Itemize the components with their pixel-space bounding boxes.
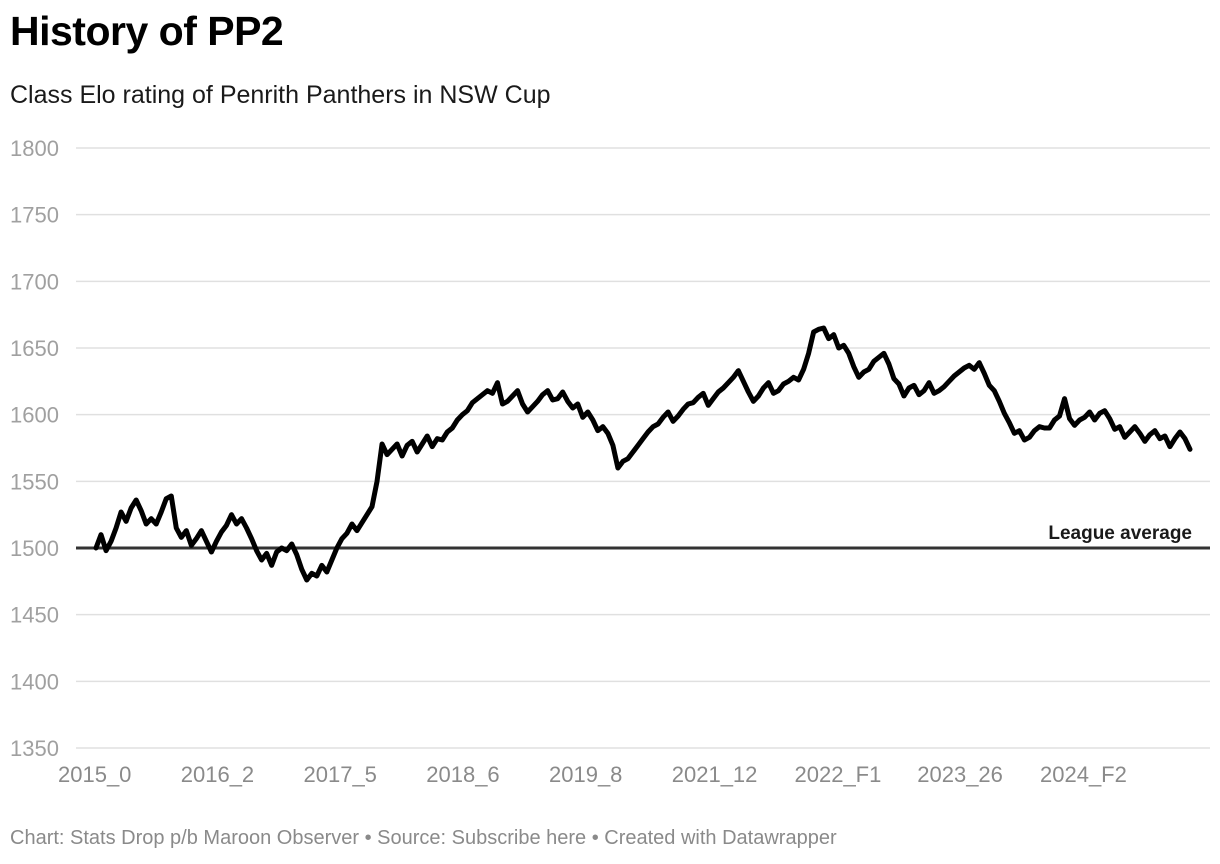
chart-title: History of PP2 [10,8,284,54]
y-tick-label-1350: 1350 [10,736,59,761]
x-tick-label-2018_6: 2018_6 [426,762,499,787]
y-tick-label-1400: 1400 [10,669,59,694]
y-tick-label-1450: 1450 [10,603,59,628]
x-tick-label-2017_5: 2017_5 [304,762,377,787]
x-tick-label-2019_8: 2019_8 [549,762,622,787]
x-tick-label-2016_2: 2016_2 [181,762,254,787]
y-tick-label-1550: 1550 [10,469,59,494]
y-tick-label-1700: 1700 [10,269,59,294]
chart-subtitle: Class Elo rating of Penrith Panthers in … [10,81,551,109]
x-tick-label-2021_12: 2021_12 [672,762,758,787]
x-tick-label-2023_26: 2023_26 [917,762,1003,787]
y-tick-label-1750: 1750 [10,203,59,228]
y-tick-label-1500: 1500 [10,536,59,561]
y-tick-label-1650: 1650 [10,336,59,361]
x-tick-label-2022_F1: 2022_F1 [795,762,882,787]
x-tick-label-2015_0: 2015_0 [58,762,131,787]
x-tick-label-2024_F2: 2024_F2 [1040,762,1127,787]
y-tick-label-1600: 1600 [10,403,59,428]
series-line-0 [93,325,1193,583]
league-average-label: League average [1048,523,1192,544]
chart-footer: Chart: Stats Drop p/b Maroon Observer • … [10,827,837,849]
y-tick-label-1800: 1800 [10,136,59,161]
